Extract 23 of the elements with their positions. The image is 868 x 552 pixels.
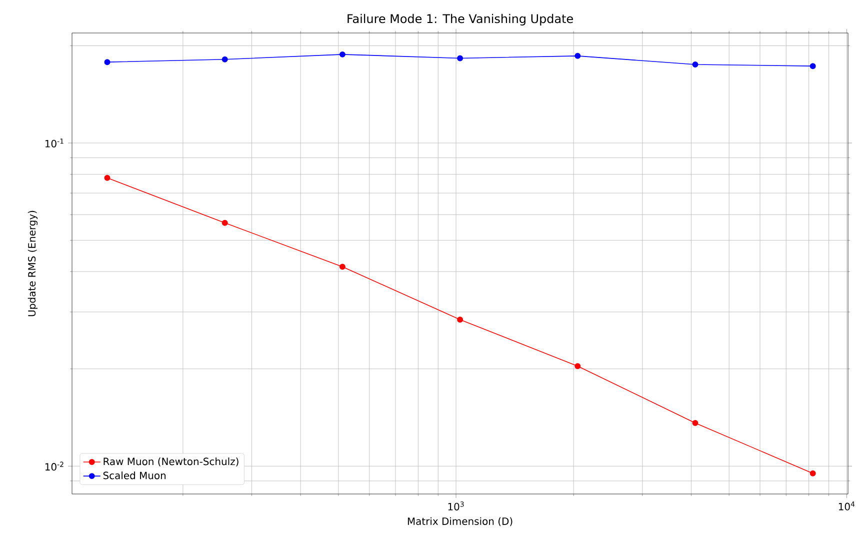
chart-title: Failure Mode 1: The Vanishing Update: [348, 14, 573, 26]
x-tick-label: 10$^{4}$: [838, 502, 855, 510]
point: [457, 316, 464, 323]
legend-label: Scaled Muon: [103, 472, 166, 480]
point: [339, 264, 346, 270]
point: [457, 55, 464, 62]
point: [692, 420, 698, 426]
point: [810, 63, 816, 70]
y-tick-label: 10$^{-2}$: [45, 462, 64, 471]
point: [104, 59, 110, 66]
x-tick-label: 10$^{3}$: [448, 502, 464, 510]
point: [810, 470, 816, 476]
legend-label: Raw Muon (Newton-Schulz): [104, 457, 238, 466]
point: [339, 51, 346, 58]
point: [574, 52, 581, 59]
point: [222, 220, 228, 226]
y-tick-label: 10$^{-1}$: [45, 138, 64, 148]
point: [104, 174, 110, 181]
point: [574, 363, 581, 370]
y-axis-title: Update RMS (Energy): [28, 210, 38, 316]
point: [222, 56, 228, 62]
point: [692, 61, 698, 68]
x-axis-title: Matrix Dimension (D): [408, 517, 512, 526]
